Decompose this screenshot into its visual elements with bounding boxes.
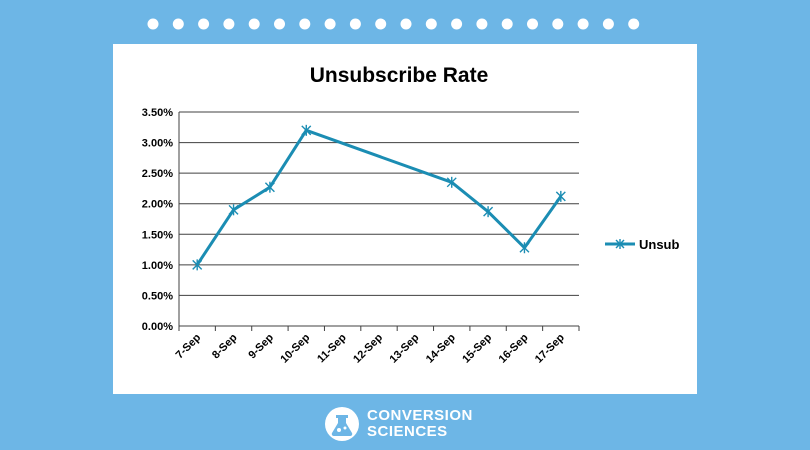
x-tick-label: 7-Sep	[174, 331, 204, 361]
flask-icon	[325, 407, 359, 441]
binding-dot	[552, 18, 564, 30]
y-tick-label: 3.00%	[142, 138, 173, 150]
y-tick-label: 2.50%	[142, 168, 173, 180]
line-chart: Unsubscribe Rate 0.00% 0.50% 1.00% 1.50% 2.00…	[142, 64, 680, 366]
binding-dot	[476, 18, 488, 30]
binding-dot	[425, 18, 437, 30]
binding-dot	[451, 18, 463, 30]
data-point	[519, 242, 530, 254]
x-tick-label: 11-Sep	[315, 331, 349, 365]
data-point	[192, 259, 203, 271]
binding-dot	[602, 18, 614, 30]
x-tick-label: 14-Sep	[424, 331, 458, 365]
y-tick-label: 0.00%	[142, 321, 173, 333]
x-tick-label: 17-Sep	[533, 331, 567, 365]
x-tick-label: 16-Sep	[497, 331, 531, 365]
x-tick-label: 10-Sep	[278, 331, 312, 365]
data-point	[555, 190, 566, 202]
x-tick-label: 9-Sep	[246, 331, 276, 361]
binding-dot	[577, 18, 589, 30]
binding-dot	[147, 18, 159, 30]
x-tick-label: 8-Sep	[210, 331, 240, 361]
brand-logo: CONVERSION SCIENCES	[322, 402, 502, 446]
binding-dot	[527, 18, 538, 30]
binding-dot	[324, 18, 336, 30]
series-line	[195, 128, 563, 266]
binding-dot	[198, 18, 210, 30]
x-tick-label: 15-Sep	[460, 331, 494, 365]
binding-dot	[501, 18, 513, 30]
data-point	[228, 204, 239, 216]
data-point	[301, 124, 312, 136]
legend-marker	[615, 239, 625, 249]
legend-label: Unsub	[639, 237, 680, 252]
data-point	[264, 181, 275, 193]
data-point	[446, 176, 457, 188]
binding-dot	[172, 18, 184, 30]
binding-dot	[375, 18, 387, 30]
x-tick-label: 12-Sep	[351, 331, 385, 365]
chart-title: Unsubscribe Rate	[310, 64, 489, 87]
y-tick-label: 3.50%	[142, 107, 173, 119]
binding-dot	[400, 18, 412, 30]
y-tick-label: 2.00%	[142, 199, 173, 211]
binding-dot	[223, 18, 235, 30]
spiral-binding-dots	[147, 18, 640, 30]
brand-line-2: SCIENCES	[367, 423, 448, 440]
binding-dot	[349, 18, 361, 30]
binding-dot	[248, 18, 260, 30]
x-tick-label: 13-Sep	[387, 331, 421, 365]
brand-line-1: CONVERSION	[367, 407, 473, 424]
binding-dot	[628, 18, 640, 30]
binding-dot	[299, 18, 311, 30]
y-tick-label: 0.50%	[142, 290, 173, 302]
binding-dot	[274, 18, 285, 30]
y-tick-label: 1.50%	[142, 229, 173, 241]
data-point	[483, 206, 494, 218]
chart-card: Unsubscribe Rate 0.00% 0.50% 1.00% 1.50% 2.00…	[113, 44, 697, 394]
y-tick-label: 1.00%	[142, 260, 173, 272]
